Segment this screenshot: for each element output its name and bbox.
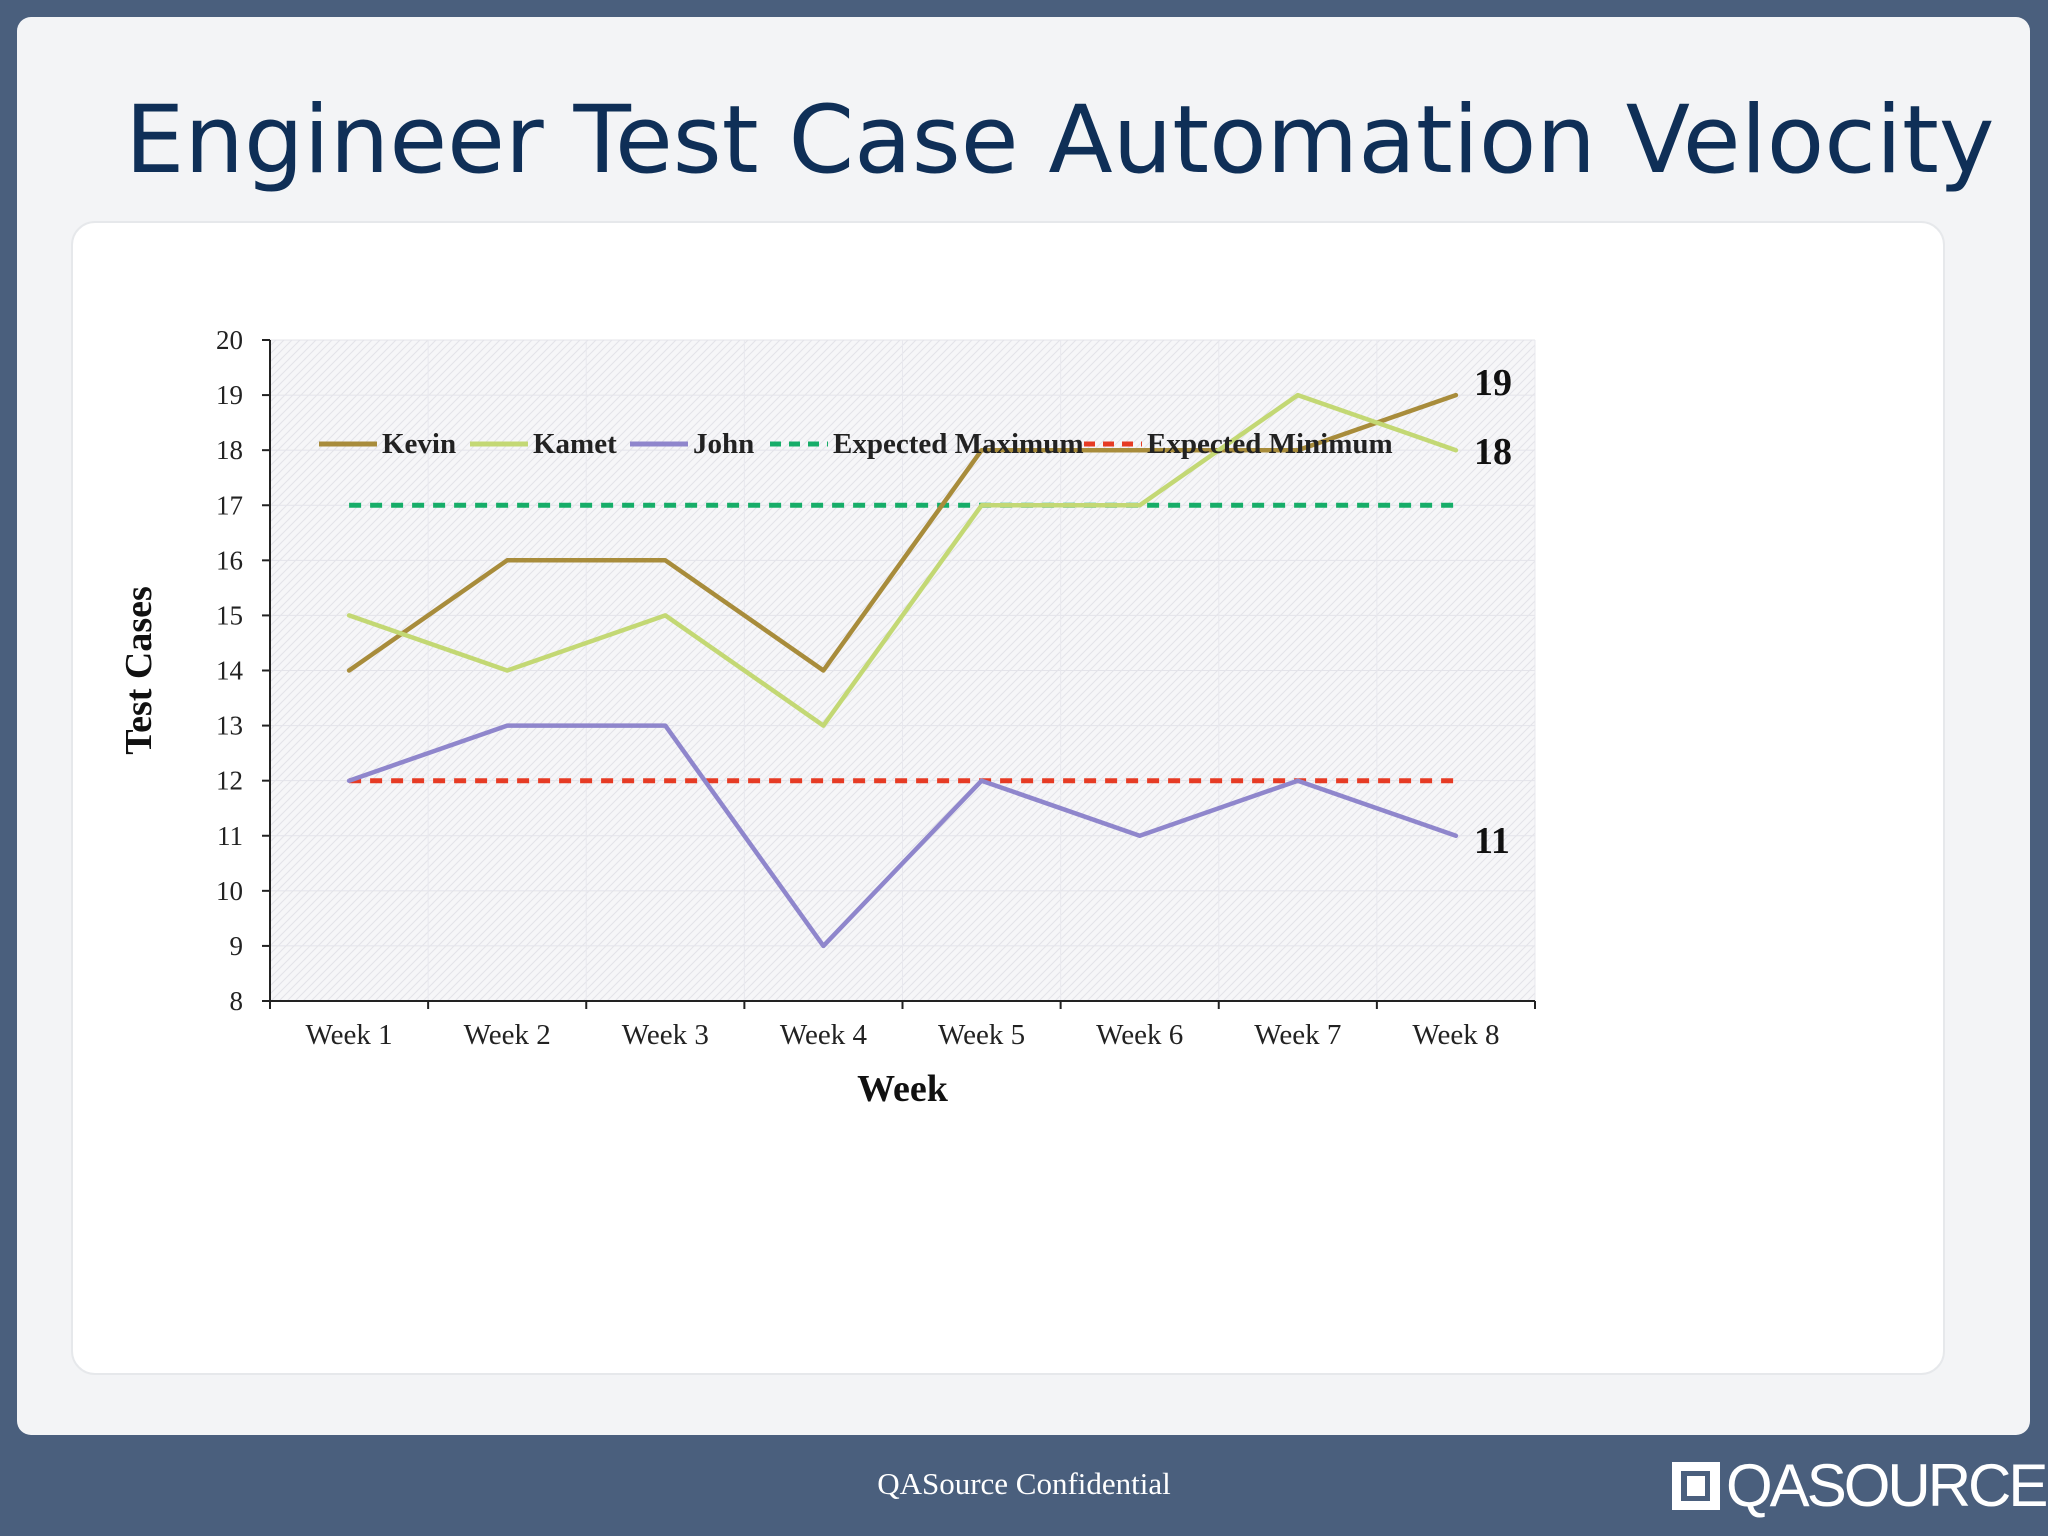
end-label-kamet: 18 [1474, 431, 1512, 473]
logo-text: QASOURCE [1726, 1452, 2048, 1519]
y-tick-label: 15 [216, 600, 243, 630]
legend-label: Kevin [382, 428, 456, 460]
x-tick-label: Week 1 [306, 1019, 393, 1051]
y-tick-label: 18 [216, 435, 243, 465]
end-label-kevin: 19 [1474, 362, 1512, 404]
x-tick-label: Week 7 [1254, 1019, 1341, 1051]
x-axis-title: Week [857, 1068, 949, 1110]
y-tick-label: 11 [217, 821, 243, 851]
x-tick-label: Week 3 [622, 1019, 709, 1051]
end-label-john: 11 [1474, 820, 1510, 862]
y-tick-label: 10 [216, 876, 243, 906]
y-tick-label: 20 [216, 325, 243, 355]
x-tick-label: Week 8 [1412, 1019, 1499, 1051]
legend-label: Expected Minimum [1147, 428, 1393, 460]
series-line-kevin [346, 392, 1459, 673]
y-tick-label: 16 [216, 545, 243, 575]
logo-mark-icon [1672, 1462, 1720, 1510]
y-tick-label: 8 [230, 986, 244, 1016]
legend-label: John [693, 428, 754, 460]
y-tick-label: 12 [216, 766, 243, 796]
y-tick-label: 19 [216, 380, 243, 410]
series-line-john [346, 723, 1459, 949]
y-tick-label: 9 [230, 931, 244, 961]
slide-title: Engineer Test Case Automation Velocity [125, 86, 1995, 195]
legend-label: Kamet [533, 428, 617, 460]
qasource-logo: QASOURCE [1672, 1452, 2048, 1519]
y-axis-title: Test Cases [118, 586, 160, 755]
chart-card: 8 9 10 11 12 13 14 15 16 17 18 19 20 Week 1 Week 2 Week… [71, 221, 1945, 1375]
slide: Engineer Test Case Automation Velocity 8… [17, 17, 2030, 1435]
y-tick-label: 17 [216, 490, 243, 520]
line-chart: 8 9 10 11 12 13 14 15 16 17 18 19 20 Week 1 Week 2 Week… [118, 325, 1536, 1110]
x-tick-label: Week 4 [780, 1019, 868, 1051]
x-tick-label: Week 2 [464, 1019, 551, 1051]
legend-label: Expected Maximum [833, 428, 1084, 460]
footer-text: QASource Confidential [877, 1466, 1171, 1501]
y-tick-label: 13 [216, 711, 243, 741]
y-tick-label: 14 [216, 656, 244, 686]
series-line-kamet [346, 392, 1459, 728]
x-tick-label: Week 6 [1096, 1019, 1183, 1051]
x-tick-label: Week 5 [938, 1019, 1025, 1051]
